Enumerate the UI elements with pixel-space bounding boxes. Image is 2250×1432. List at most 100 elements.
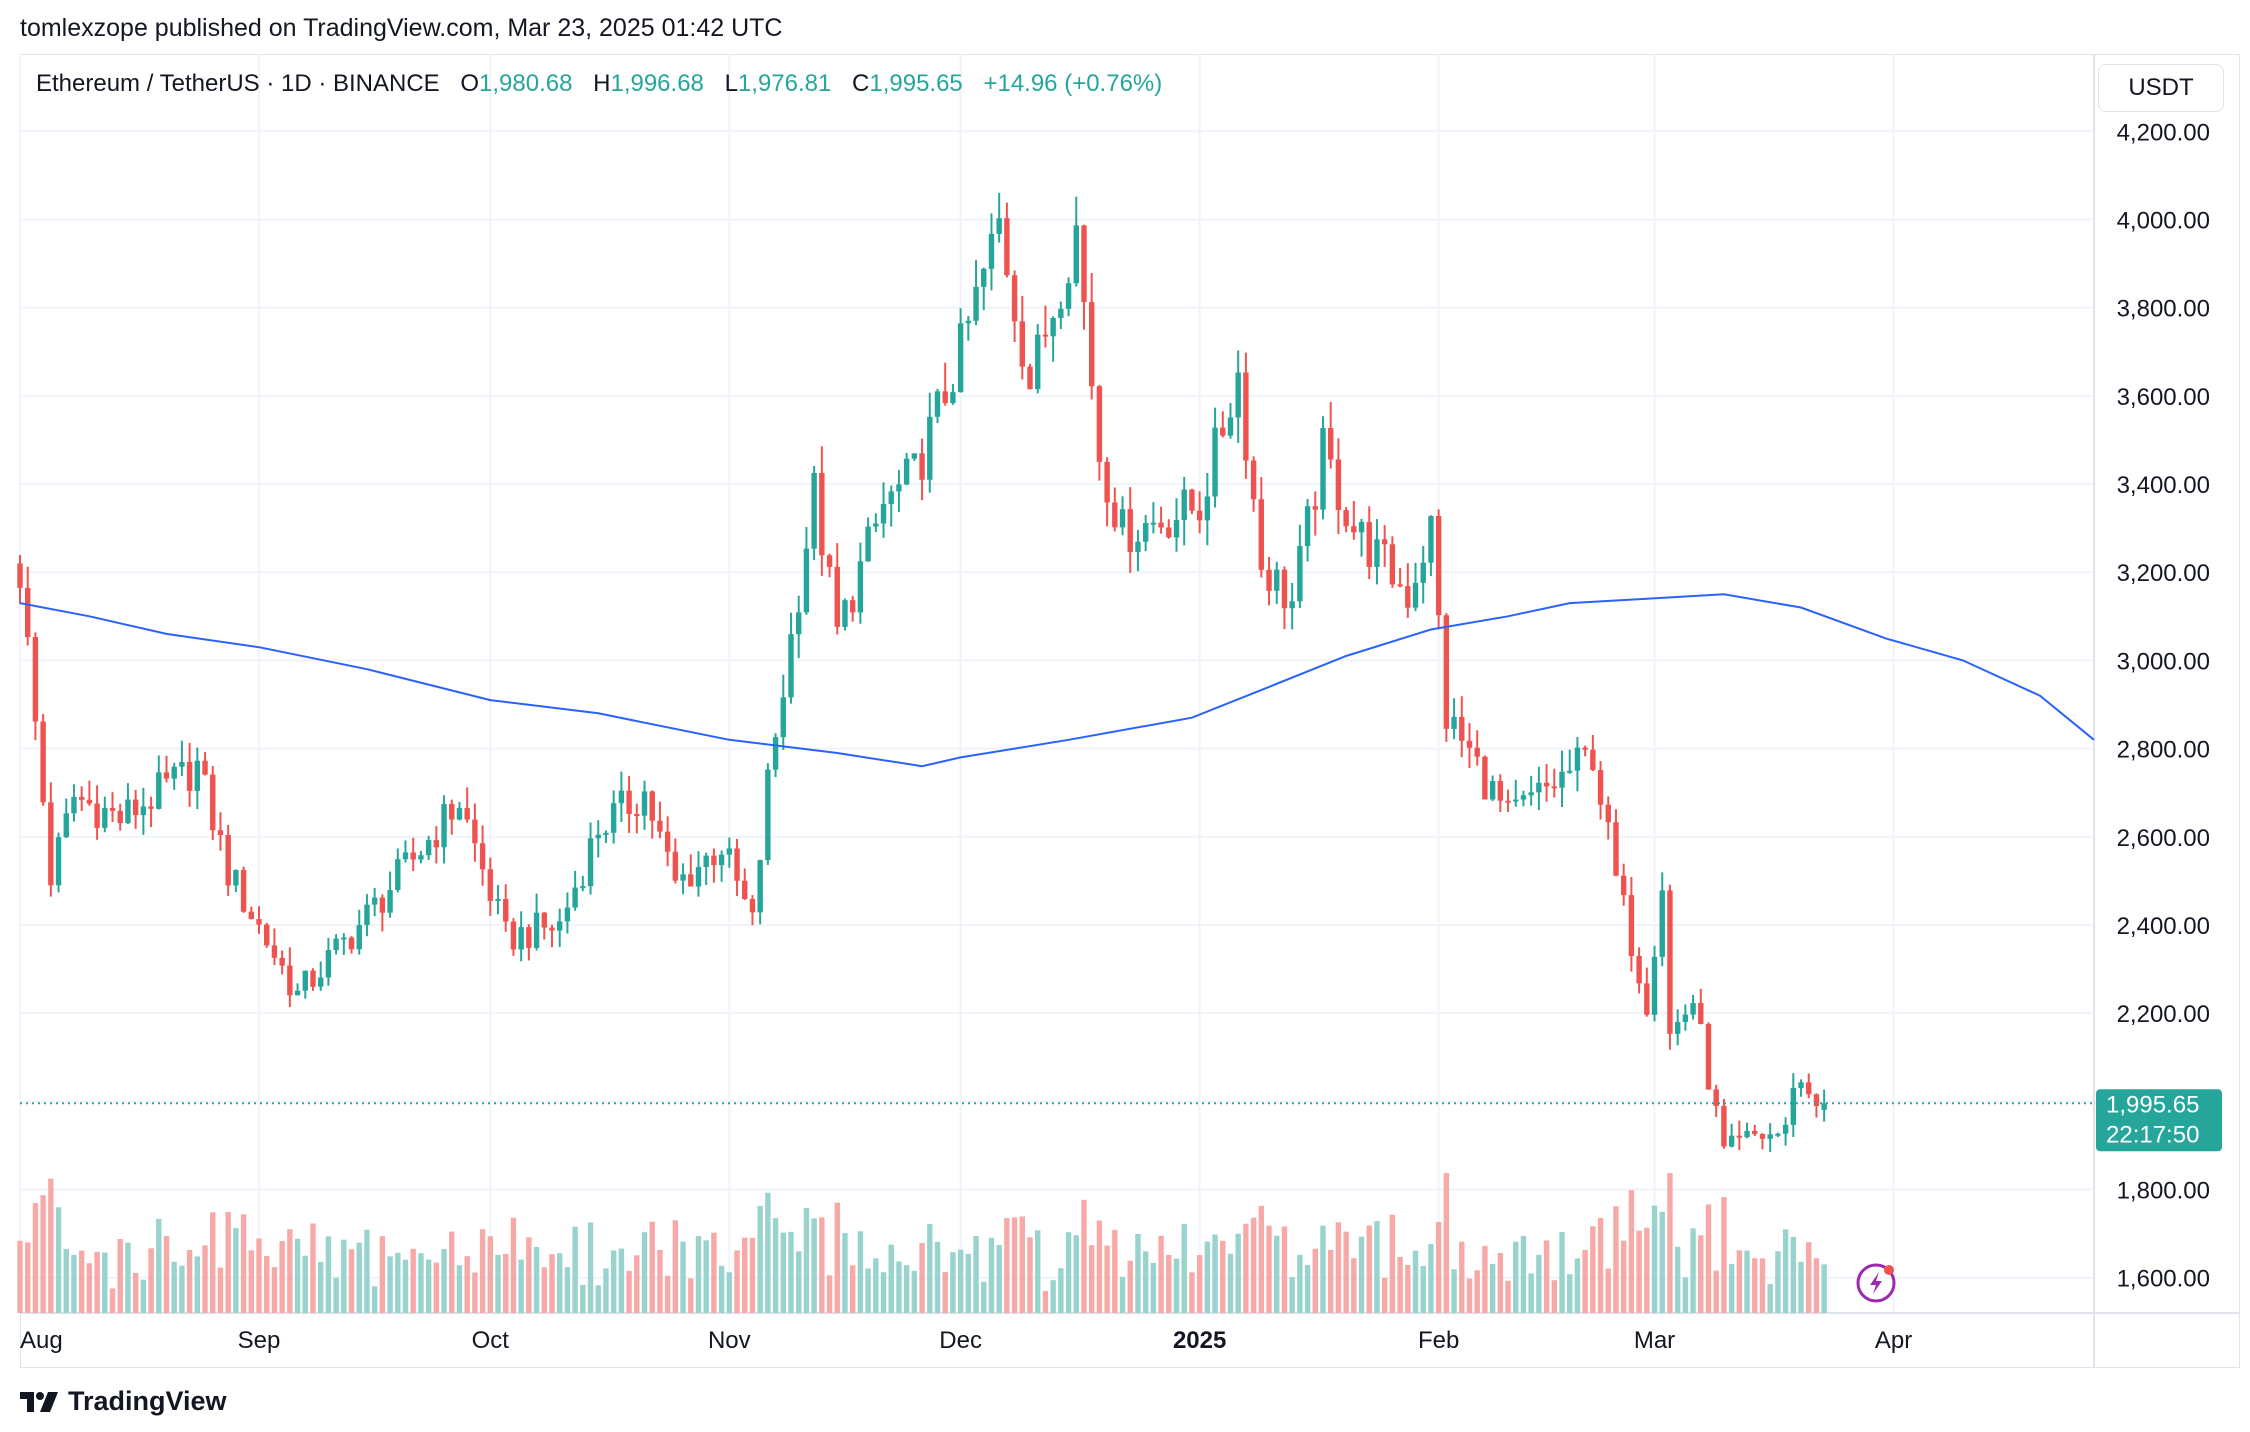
volume-bar [1304, 1265, 1311, 1313]
close-value: 1,995.65 [869, 70, 963, 97]
candle-body [1389, 544, 1396, 585]
volume-bar [664, 1275, 671, 1313]
candle-body [957, 323, 964, 393]
volume-bar [1420, 1265, 1426, 1313]
y-tick-label: 3,600.00 [2117, 384, 2210, 411]
volume-bar [148, 1248, 154, 1313]
candle-body [1112, 502, 1118, 528]
volume-bar [402, 1259, 409, 1313]
candle-body [1397, 584, 1403, 587]
volume-bar [749, 1237, 756, 1313]
candle-body [911, 453, 918, 459]
currency-button[interactable]: USDT [2098, 64, 2224, 112]
candle-body [71, 796, 77, 814]
volume-bar [1374, 1221, 1380, 1313]
volume-bar [1474, 1270, 1480, 1313]
candle-body [749, 898, 756, 913]
candle-body [695, 867, 702, 887]
candle-body [1381, 539, 1388, 545]
candle-body [1351, 526, 1357, 533]
volume-bar [572, 1226, 578, 1313]
candle-body [1782, 1124, 1789, 1134]
volume-bar [1520, 1235, 1527, 1313]
volume-bar [348, 1249, 355, 1313]
candle-body [1690, 1003, 1696, 1015]
candle-body [171, 766, 177, 779]
candle-body [325, 950, 332, 978]
candle-body [410, 852, 416, 860]
publish-note: tomlexzope published on TradingView.com,… [20, 14, 783, 42]
volume-bar [1775, 1251, 1781, 1313]
volume-bar [634, 1255, 640, 1313]
volume-bar [1482, 1245, 1488, 1313]
volume-bar [1158, 1235, 1164, 1313]
volume-bar [287, 1229, 293, 1313]
candle-body [1705, 1023, 1712, 1090]
candle-body [125, 799, 131, 824]
candle-body [102, 808, 108, 828]
volume-bar [526, 1237, 532, 1313]
candle-body [734, 848, 740, 881]
volume-bar [217, 1267, 224, 1313]
volume-bar [25, 1242, 31, 1313]
volume-bar [1135, 1233, 1141, 1313]
candle-body [1759, 1134, 1766, 1139]
candle-body [680, 874, 686, 881]
volume-bar [1397, 1256, 1403, 1313]
y-tick-label: 2,800.00 [2117, 737, 2210, 764]
candle-body [1821, 1103, 1827, 1110]
volume-bar [1204, 1241, 1211, 1313]
symbol-label[interactable]: Ethereum / TetherUS · 1D · BINANCE [36, 70, 440, 97]
volume-bar [1004, 1217, 1010, 1313]
candle-body [765, 769, 771, 861]
candle-body [1551, 786, 1557, 789]
volume-bar [418, 1253, 424, 1313]
low-label: L [724, 70, 738, 97]
volume-bar [1166, 1254, 1172, 1313]
volume-bar [988, 1237, 995, 1313]
volume-bar [734, 1250, 740, 1313]
volume-bar [55, 1207, 62, 1313]
candle-body [1559, 771, 1565, 788]
candle-body [664, 831, 671, 852]
volume-bar [32, 1203, 39, 1313]
lightning-icon[interactable] [1856, 1263, 1896, 1303]
volume-bar [1212, 1234, 1218, 1313]
volume-bar [78, 1250, 85, 1313]
volume-bar [903, 1265, 910, 1313]
candle-body [688, 874, 694, 887]
volume-bar [479, 1229, 486, 1313]
volume-bar [109, 1288, 116, 1313]
candle-body [1736, 1135, 1743, 1138]
volume-bar [742, 1237, 748, 1313]
candle-body [1227, 417, 1234, 436]
candle-body [1004, 218, 1010, 276]
volume-bar [796, 1251, 802, 1313]
volume-bar [1674, 1246, 1681, 1313]
x-tick-label: Dec [939, 1327, 982, 1354]
candle-body [1420, 562, 1426, 583]
tradingview-logo[interactable]: TradingView [20, 1386, 227, 1417]
candle-body [634, 813, 640, 816]
volume-bar [1628, 1190, 1635, 1313]
volume-bar [1613, 1206, 1619, 1313]
volume-bar [911, 1270, 918, 1313]
candle-body [757, 860, 763, 913]
candle-body [564, 907, 571, 922]
candle-body [1574, 747, 1581, 771]
volume-bar [441, 1248, 447, 1313]
candle-body [1304, 506, 1311, 547]
volume-bar [557, 1253, 563, 1313]
volume-bar [1112, 1229, 1118, 1313]
volume-bar [1605, 1268, 1611, 1313]
volume-bar [718, 1265, 725, 1313]
candle-body [1297, 546, 1303, 602]
candle-body [1011, 275, 1018, 322]
volume-bar [973, 1236, 979, 1313]
volume-bar [564, 1267, 571, 1313]
volume-bar [371, 1286, 378, 1313]
candle-body [117, 810, 123, 824]
volume-bar [510, 1217, 517, 1313]
volume-bar [1312, 1248, 1318, 1313]
